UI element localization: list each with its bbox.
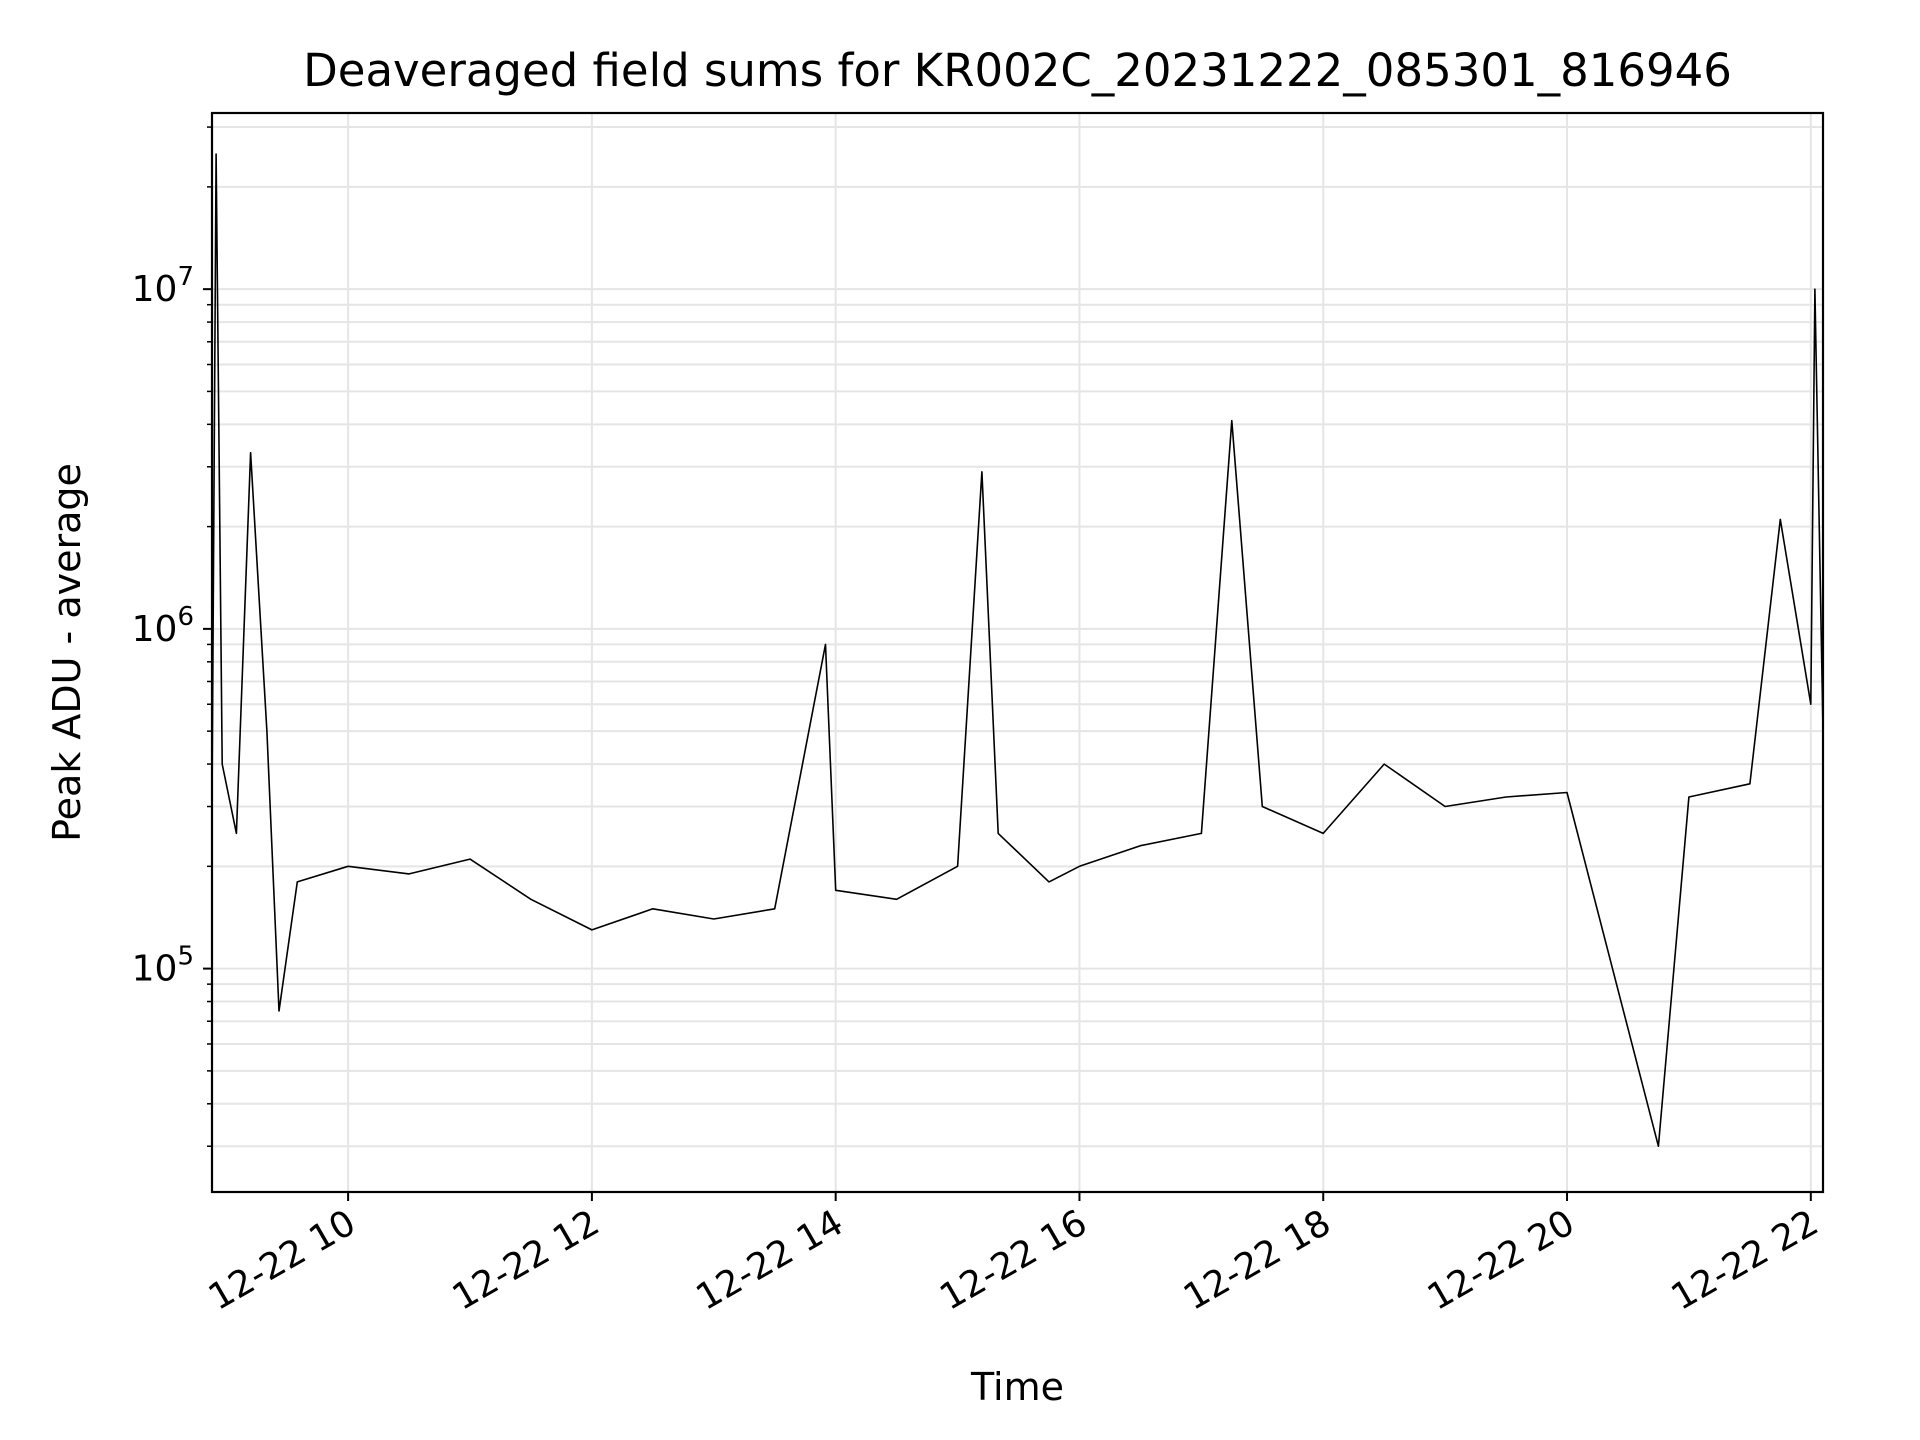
grid-lines: [212, 113, 1823, 1192]
data-series: [211, 153, 1824, 1147]
chart-title: Deaveraged field sums for KR002C_2023122…: [303, 44, 1732, 97]
series-line: [211, 153, 1824, 1147]
plot-area-frame: [210, 111, 1825, 1194]
y-axis-label: Peak ADU - average: [45, 463, 89, 842]
y-tick-label: 105: [132, 942, 194, 990]
y-tick-label: 107: [132, 262, 194, 310]
x-axis-label: Time: [970, 1365, 1064, 1409]
y-tick-label: 106: [132, 602, 194, 650]
